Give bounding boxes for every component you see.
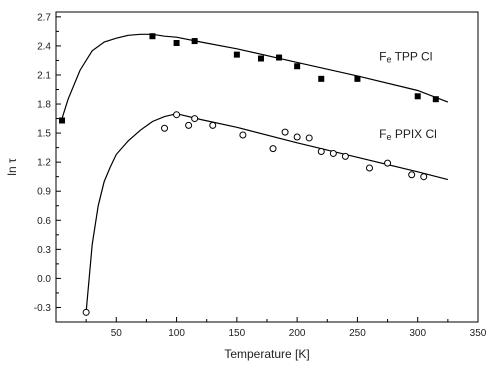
x-tick-label: 350 [470, 328, 487, 339]
fit-curve [61, 33, 449, 119]
data-point-circle [408, 171, 416, 179]
data-points [59, 33, 439, 316]
x-tick-label: 300 [409, 328, 426, 339]
data-point-circle [209, 121, 217, 129]
fit-curve [85, 113, 449, 313]
x-tick-label: 200 [289, 328, 306, 339]
data-point-circle [281, 128, 289, 136]
data-point-square [59, 117, 66, 124]
y-tick-label: 1.8 [37, 100, 51, 111]
data-point-square [414, 93, 421, 100]
data-point-square [354, 75, 361, 82]
x-tick-label: 250 [349, 328, 366, 339]
data-point-square [233, 51, 240, 58]
data-point-circle [269, 145, 277, 153]
y-tick-label: 0.9 [37, 187, 51, 198]
y-tick-label: 0.3 [37, 245, 51, 256]
y-tick-label: 1.5 [37, 129, 51, 140]
data-point-circle [161, 124, 169, 132]
data-point-circle [365, 164, 373, 172]
y-tick-label: 2.4 [37, 41, 51, 52]
data-point-square [173, 40, 180, 46]
data-point-square [294, 63, 301, 70]
data-point-circle [239, 131, 247, 139]
series-label: Fe PPIX Cl [379, 127, 437, 142]
data-point-circle [185, 121, 193, 129]
x-axis-ticks: 50 100 150 200 250 300 350 [85, 317, 487, 339]
x-tick-label: 50 [111, 328, 123, 339]
data-point-circle [329, 149, 337, 157]
data-point-square [257, 55, 264, 62]
data-point-circle [305, 134, 313, 142]
data-point-circle [384, 159, 392, 167]
fit-curves [61, 33, 449, 313]
x-tick-label: 150 [229, 328, 246, 339]
y-axis-label: ln τ [5, 158, 19, 176]
data-point-circle [191, 115, 199, 123]
data-point-square [432, 96, 439, 103]
data-point-circle [317, 148, 325, 155]
series-labels: Fe TPP Cl Fe PPIX Cl [379, 49, 437, 142]
data-point-circle [173, 111, 181, 119]
y-tick-label: 1.2 [37, 158, 51, 169]
series-label: Fe TPP Cl [379, 49, 432, 64]
y-tick-label: 0.0 [37, 274, 51, 285]
y-tick-label: 2.1 [37, 70, 51, 81]
data-point-square [149, 33, 156, 40]
data-point-square [276, 54, 283, 61]
y-tick-label: 2.7 [37, 12, 51, 23]
x-tick-label: 100 [168, 328, 185, 339]
data-point-circle [341, 152, 349, 160]
y-axis-ticks: -0.3 0.0 0.3 0.6 0.9 1.2 1.5 1.8 2.1 2.4 2.7 [34, 12, 61, 314]
data-point-circle [82, 308, 90, 316]
x-axis-label: Temperature [K] [224, 347, 309, 361]
data-point-square [191, 38, 198, 45]
data-point-circle [293, 133, 301, 141]
y-tick-label: -0.3 [34, 303, 52, 314]
data-point-circle [420, 173, 428, 181]
y-tick-label: 0.6 [37, 216, 51, 227]
data-point-square [318, 75, 325, 82]
